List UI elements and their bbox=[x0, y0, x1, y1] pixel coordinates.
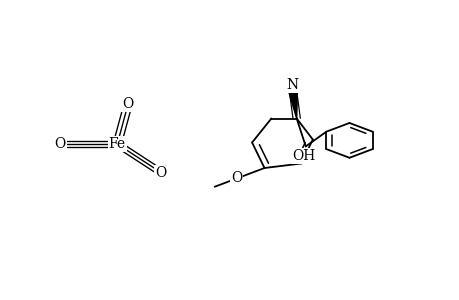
Text: O: O bbox=[122, 97, 134, 111]
Text: O: O bbox=[155, 166, 167, 180]
Text: N: N bbox=[286, 78, 298, 92]
Text: O: O bbox=[230, 172, 242, 185]
Text: OH: OH bbox=[291, 149, 314, 163]
Text: Fe: Fe bbox=[108, 137, 126, 151]
Polygon shape bbox=[288, 90, 297, 119]
Text: O: O bbox=[54, 137, 65, 151]
